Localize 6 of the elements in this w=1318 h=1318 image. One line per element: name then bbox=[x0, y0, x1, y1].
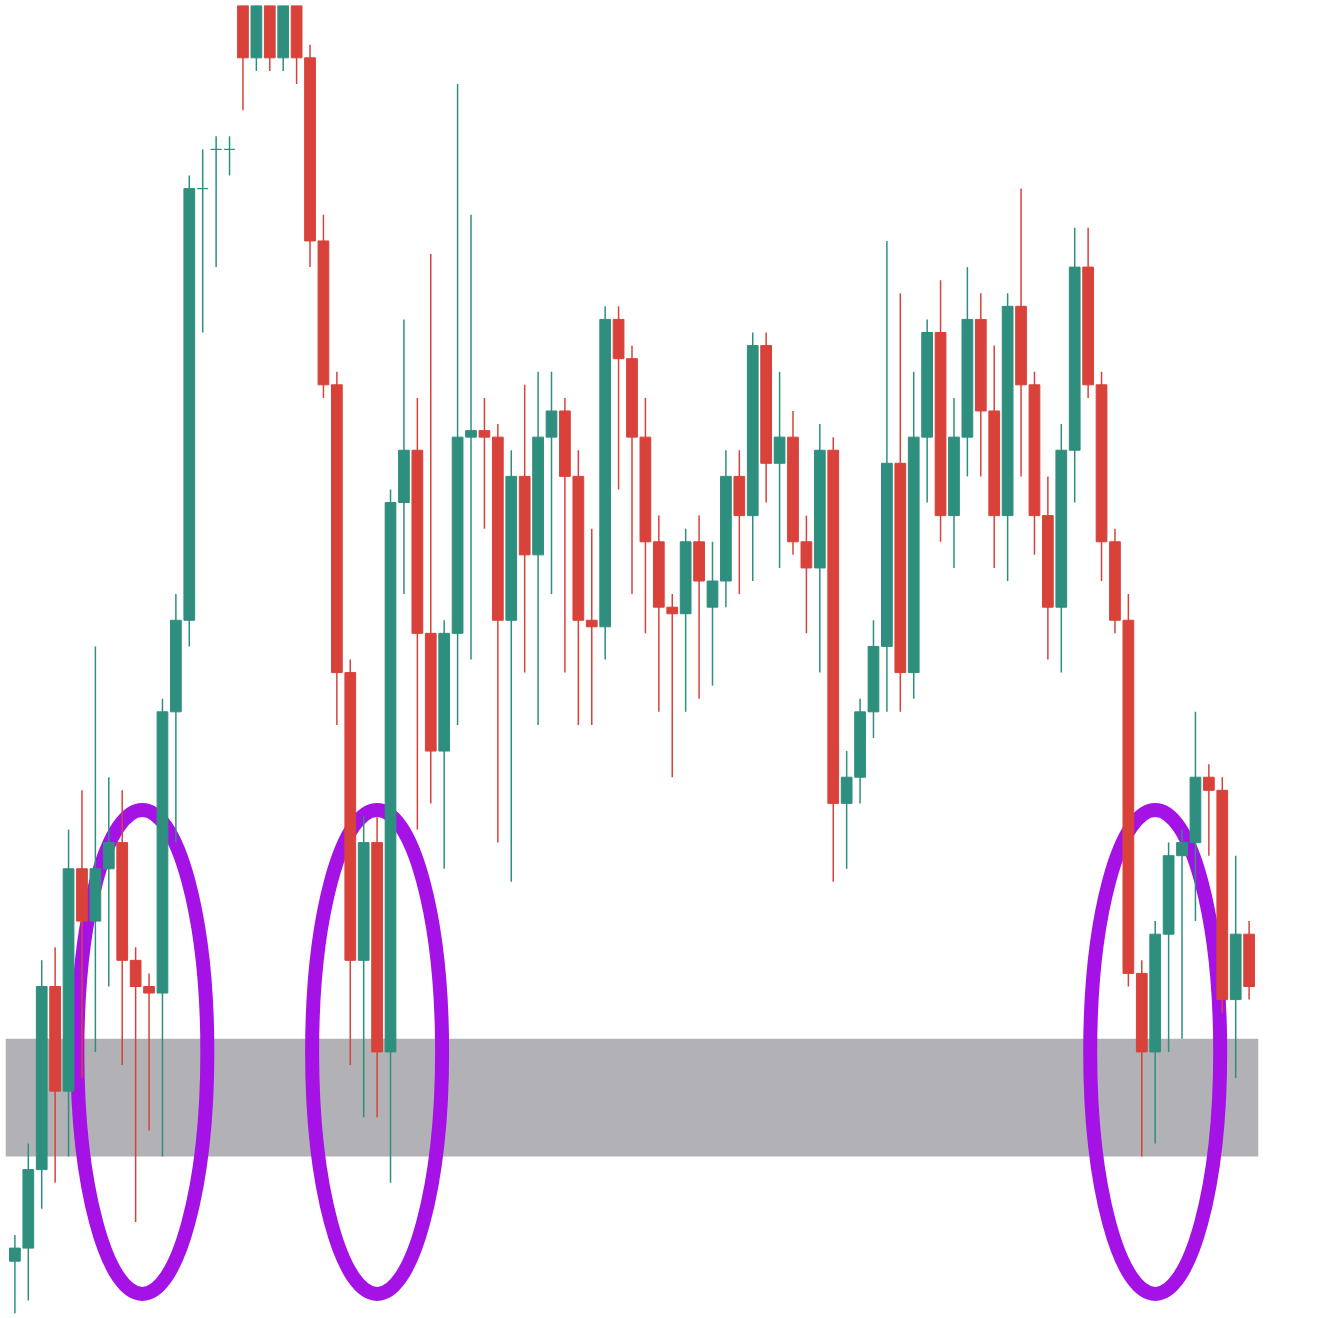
candlestick bbox=[478, 397, 491, 530]
candlestick bbox=[9, 1234, 21, 1314]
candlestick bbox=[585, 527, 598, 726]
candlestick bbox=[210, 135, 222, 268]
candlestick bbox=[223, 135, 236, 177]
candlestick bbox=[196, 148, 209, 334]
